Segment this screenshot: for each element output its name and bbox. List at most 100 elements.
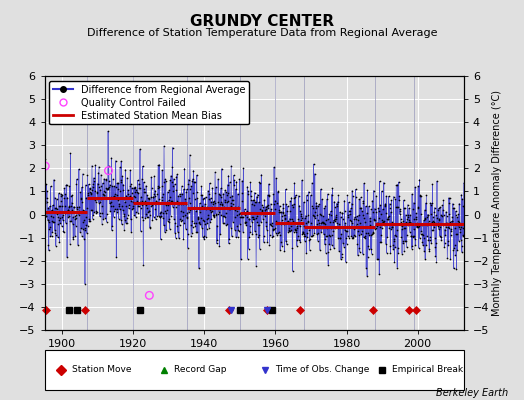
Point xyxy=(47,212,55,219)
Point xyxy=(402,219,410,226)
Point xyxy=(260,206,269,213)
Point xyxy=(196,215,205,221)
Point xyxy=(174,235,183,242)
Point xyxy=(252,215,260,221)
Point xyxy=(242,222,250,228)
Point xyxy=(311,214,320,221)
Point xyxy=(353,221,361,228)
Text: Berkeley Earth: Berkeley Earth xyxy=(436,388,508,398)
Point xyxy=(225,240,233,247)
Point xyxy=(214,209,223,215)
Point xyxy=(204,212,212,218)
Point xyxy=(160,208,169,214)
Point xyxy=(418,222,426,228)
Point xyxy=(218,202,226,208)
Point xyxy=(301,212,310,219)
Point xyxy=(72,180,81,187)
Point xyxy=(131,188,139,195)
Point xyxy=(68,200,76,206)
Point xyxy=(225,206,233,212)
Point xyxy=(312,212,321,218)
Point xyxy=(433,178,441,184)
Point xyxy=(64,204,73,211)
Point xyxy=(396,216,405,222)
Point xyxy=(444,211,453,217)
Point xyxy=(161,176,169,182)
Point xyxy=(436,212,445,218)
Point xyxy=(139,262,148,268)
Point xyxy=(50,209,59,215)
Point xyxy=(408,191,416,197)
Point xyxy=(217,166,226,172)
Point xyxy=(197,183,205,190)
Point xyxy=(366,215,374,222)
Point xyxy=(318,219,326,226)
Point xyxy=(191,208,200,214)
Point xyxy=(301,238,309,244)
Point xyxy=(47,233,56,240)
Point xyxy=(209,200,217,207)
Point xyxy=(179,236,188,242)
Point xyxy=(395,197,403,204)
Point xyxy=(454,219,463,225)
Point xyxy=(345,234,354,241)
Point xyxy=(346,216,354,223)
Point xyxy=(273,232,281,238)
Point xyxy=(355,196,363,202)
Point xyxy=(157,236,165,242)
Point xyxy=(279,205,288,211)
Point xyxy=(350,232,358,238)
Point xyxy=(394,203,402,210)
Point xyxy=(45,218,53,225)
Point xyxy=(105,178,113,184)
Point xyxy=(391,196,399,202)
Point xyxy=(199,195,208,201)
Point xyxy=(388,219,396,225)
Point xyxy=(290,195,298,202)
Point xyxy=(366,246,375,252)
Point xyxy=(104,168,113,174)
Point xyxy=(332,216,340,222)
Point xyxy=(293,222,301,229)
Point xyxy=(392,227,401,233)
Point xyxy=(228,192,236,199)
Point xyxy=(63,254,71,260)
Point xyxy=(45,247,53,254)
Point xyxy=(451,212,460,218)
Point xyxy=(438,221,446,228)
Point xyxy=(84,192,92,198)
Point xyxy=(83,205,91,211)
Point xyxy=(216,185,225,192)
Point xyxy=(282,201,290,208)
Point xyxy=(53,214,62,220)
Point xyxy=(289,218,298,224)
Point xyxy=(201,194,210,200)
Point xyxy=(164,202,172,208)
Point xyxy=(344,199,353,206)
Point xyxy=(308,232,316,239)
Point xyxy=(185,195,193,201)
Point xyxy=(228,196,237,203)
Point xyxy=(258,207,267,213)
Point xyxy=(310,213,318,220)
Point xyxy=(358,212,367,218)
Point xyxy=(111,191,119,197)
Point xyxy=(405,217,413,224)
Point xyxy=(149,194,157,200)
Point xyxy=(396,211,404,217)
Point xyxy=(95,164,103,170)
Point xyxy=(421,207,429,213)
Point xyxy=(92,210,101,216)
Point xyxy=(256,180,264,186)
Point xyxy=(268,234,277,240)
Point xyxy=(283,219,292,225)
Point xyxy=(339,240,347,246)
Point xyxy=(117,158,125,164)
Point xyxy=(300,233,309,240)
Point xyxy=(455,238,463,244)
Point xyxy=(448,221,456,227)
Point xyxy=(373,222,381,229)
Point xyxy=(145,208,153,214)
Point xyxy=(436,204,444,210)
Point xyxy=(244,246,253,252)
